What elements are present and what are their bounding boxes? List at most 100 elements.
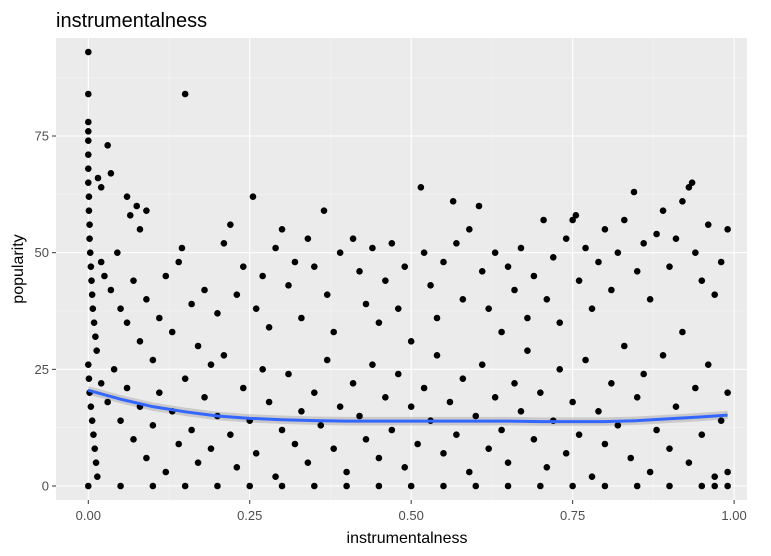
scatter-point: [91, 445, 99, 452]
scatter-point: [556, 319, 564, 326]
scatter-point: [724, 482, 731, 490]
scatter-point: [698, 277, 706, 284]
scatter-point: [620, 342, 628, 350]
scatter-point: [459, 375, 467, 382]
scatter-point: [375, 454, 383, 462]
scatter-point: [724, 226, 731, 233]
scatter-point: [530, 436, 538, 443]
scatter-point: [537, 482, 544, 490]
scatter-point: [595, 408, 602, 415]
scatter-point: [646, 468, 654, 476]
scatter-point: [601, 440, 609, 448]
scatter-point: [104, 398, 111, 406]
scatter-point: [569, 216, 576, 224]
scatter-point: [85, 207, 93, 214]
scatter-point: [572, 212, 580, 219]
x-tick-label: 0.50: [399, 508, 424, 523]
x-axis-title: instrumentalness: [347, 530, 468, 547]
scatter-point: [620, 216, 628, 224]
y-axis-title: popularity: [10, 234, 27, 303]
scatter-point: [369, 244, 376, 252]
scatter-point: [123, 193, 131, 200]
major-gridlines: [56, 38, 747, 500]
scatter-point: [84, 165, 92, 172]
scatter-point: [291, 440, 299, 448]
minor-gridlines: [56, 38, 747, 500]
scatter-point: [614, 422, 622, 429]
scatter-point: [149, 482, 157, 490]
scatter-point: [84, 128, 92, 135]
scatter-point: [633, 482, 641, 490]
y-tick-label: 0: [42, 479, 49, 494]
scatter-point: [394, 305, 402, 312]
scatter-point: [491, 249, 499, 256]
scatter-point: [349, 380, 357, 387]
scatter-point: [685, 459, 693, 466]
scatter-point: [349, 235, 357, 242]
scatter-point: [369, 361, 376, 368]
scatter-point: [440, 450, 447, 457]
scatter-point: [601, 482, 609, 490]
scatter-point: [433, 352, 441, 359]
scatter-point: [659, 352, 667, 359]
scatter-point: [86, 235, 93, 242]
scatter-point: [595, 258, 602, 266]
scatter-point: [90, 319, 98, 326]
scatter-point: [640, 370, 647, 378]
smooth-trend-line: [87, 388, 728, 424]
scatter-point: [679, 328, 686, 336]
confidence-band: [88, 386, 728, 426]
scatter-point: [711, 473, 719, 480]
scatter-point: [97, 184, 105, 191]
scatter-point: [84, 118, 92, 126]
scatter-point: [491, 394, 499, 401]
scatter-point: [407, 482, 415, 490]
scatter-point: [666, 482, 673, 490]
scatter-point: [562, 235, 570, 242]
scatter-point: [711, 482, 719, 490]
scatter-point: [272, 244, 279, 252]
scatter-point: [562, 450, 570, 457]
scatter-point: [582, 356, 589, 364]
scatter-point: [466, 468, 473, 476]
scatter-point: [711, 291, 719, 298]
scatter-point: [498, 426, 505, 434]
scatter-point: [511, 380, 518, 387]
scatter-point: [136, 338, 144, 345]
scatter-point: [97, 258, 105, 266]
scatter-point: [130, 436, 137, 443]
scatter-point: [181, 90, 189, 98]
scatter-point: [311, 482, 318, 490]
scatter-point: [653, 426, 660, 434]
scatter-point: [143, 296, 150, 303]
scatter-point: [614, 249, 622, 256]
scatter-point: [130, 277, 137, 284]
scatter-point: [633, 394, 641, 401]
scatter-point: [92, 333, 99, 340]
scatter-point: [90, 431, 97, 438]
scatter-point: [666, 263, 673, 270]
scatter-point: [252, 305, 260, 312]
scatter-point: [265, 398, 273, 406]
scatter-point: [84, 482, 92, 490]
scatter-point: [666, 445, 673, 452]
scatter-point: [698, 482, 706, 490]
scatter-point: [417, 184, 425, 191]
scatter-point: [304, 459, 312, 466]
scatter-point: [472, 412, 480, 420]
scatter-point: [717, 258, 725, 266]
y-axis-ticks: 0 25 50 75: [35, 129, 56, 494]
scatter-point: [433, 314, 441, 322]
y-tick-label: 25: [35, 362, 49, 377]
scatter-point: [123, 319, 131, 326]
scatter-point: [86, 221, 93, 228]
scatter-point: [214, 482, 221, 490]
scatter-point: [608, 380, 615, 387]
scatter-point: [278, 482, 286, 490]
scatter-point: [207, 361, 215, 368]
scatter-point: [601, 226, 609, 233]
scatter-point: [504, 459, 512, 466]
scatter-point: [414, 440, 421, 448]
scatter-point: [543, 464, 551, 471]
scatter-point: [107, 286, 115, 294]
